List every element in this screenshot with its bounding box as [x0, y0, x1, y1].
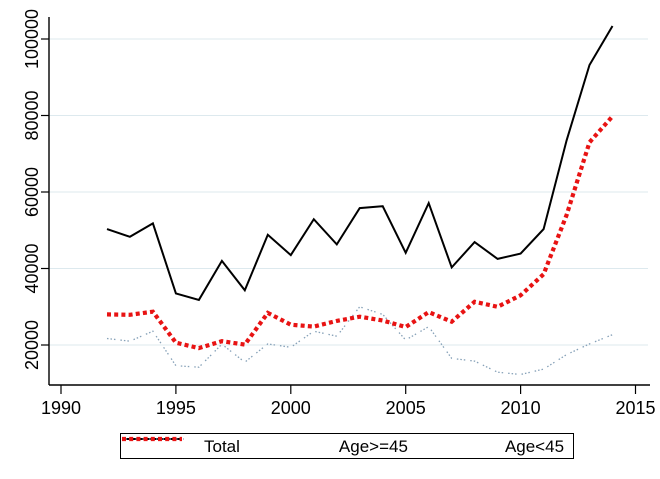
- axes: [48, 17, 650, 386]
- y-tick-label: 40000: [22, 243, 42, 293]
- series-line-age-45: [106, 114, 615, 351]
- legend-label-age-lt-45: Age<45: [504, 436, 565, 456]
- x-tick-label: 1990: [41, 398, 81, 418]
- legend-sample-age-lt-45: [122, 436, 495, 451]
- x-tick-label: 2015: [615, 398, 655, 418]
- y-axis-ticks: 20000 40000 60000 80000 100000: [22, 9, 49, 370]
- x-tick-label: 1995: [156, 398, 196, 418]
- legend-label-total: Total: [204, 436, 240, 456]
- y-tick-label: 60000: [22, 167, 42, 217]
- gridlines: [49, 38, 648, 346]
- y-tick-label: 20000: [22, 320, 42, 370]
- y-tick-label: 80000: [22, 90, 42, 140]
- y-tick-label: 100000: [22, 9, 42, 69]
- x-axis-ticks: 1990 1995 2000 2005 2010 2015: [41, 385, 656, 418]
- legend-sample-age-ge-45: [122, 438, 327, 451]
- legend-item-age-ge-45: Age>=45: [122, 436, 408, 456]
- legend-item-age-lt-45: Age<45: [122, 436, 565, 456]
- legend-label-age-ge-45: Age>=45: [338, 436, 408, 456]
- x-tick-label: 2010: [501, 398, 541, 418]
- series-line-total: [106, 25, 614, 302]
- x-tick-label: 2005: [386, 398, 426, 418]
- x-tick-label: 2000: [271, 398, 311, 418]
- legend: Total Age>=45 Age<45: [120, 433, 574, 459]
